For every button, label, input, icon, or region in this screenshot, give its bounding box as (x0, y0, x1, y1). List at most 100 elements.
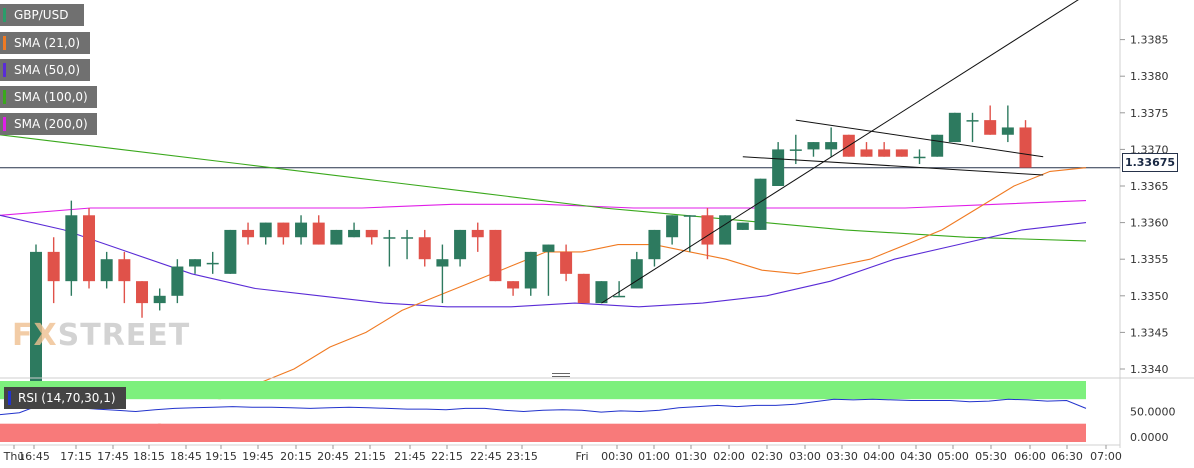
candle-body (1001, 127, 1014, 135)
candle-body (153, 295, 166, 304)
candle-body (206, 262, 219, 265)
legend-label: SMA (200,0) (14, 117, 88, 131)
x-tick-label: 05:30 (975, 450, 1007, 463)
candle-body (507, 281, 520, 289)
candle-body (30, 251, 42, 406)
x-tick-label: 04:30 (900, 450, 932, 463)
legend-label: GBP/USD (14, 8, 69, 22)
candle-body (595, 281, 608, 304)
x-tick-label: 02:00 (713, 450, 745, 463)
candle-body (613, 295, 626, 298)
x-tick-label: 02:30 (751, 450, 783, 463)
candle-body (65, 215, 78, 282)
candle-body (471, 229, 484, 238)
candle-body (542, 244, 555, 252)
candle-body (825, 142, 838, 150)
legend-swatch (3, 8, 6, 22)
candle-body (807, 142, 820, 150)
x-tick-label: 19:45 (242, 450, 274, 463)
sma-200-line (0, 200, 1087, 216)
candle-body (630, 259, 643, 289)
candle-body (83, 215, 96, 282)
legend-swatch (3, 36, 6, 50)
candle-body (224, 229, 237, 274)
legend-item-sma-100[interactable]: SMA (100,0) (0, 86, 97, 108)
sma-100-line (0, 134, 1087, 242)
candle-body (860, 149, 873, 157)
y-tick-label: 1.3375 (1130, 107, 1169, 120)
candle-body (931, 134, 944, 157)
main-pane-bg (0, 0, 1120, 373)
x-tick-label: 03:30 (826, 450, 858, 463)
candle-body (489, 229, 502, 282)
candle-body (171, 266, 184, 296)
y-tick-label: 1.3340 (1130, 363, 1169, 376)
candle-body (666, 215, 679, 238)
legend-item-sma-50[interactable]: SMA (50,0) (0, 59, 90, 81)
candle-body (648, 229, 661, 260)
candle-body (789, 149, 802, 151)
x-tick-label: 01:00 (638, 450, 670, 463)
candle-body (312, 222, 325, 245)
x-tick-label: 23:15 (506, 450, 538, 463)
candle-body (189, 259, 202, 267)
last-price-tag: 1.33675 (1122, 153, 1178, 172)
sma-21-line (149, 167, 1087, 429)
x-tick-label: 05:00 (937, 450, 969, 463)
legend-item-sma-21[interactable]: SMA (21,0) (0, 32, 90, 54)
candle-body (383, 237, 396, 239)
x-tick-label: 19:15 (205, 450, 237, 463)
trendline (795, 119, 1044, 158)
rsi-overbought-zone (0, 381, 1086, 400)
x-tick-label: 20:45 (317, 450, 349, 463)
x-tick-label: Fri (575, 450, 588, 463)
candle-body (365, 229, 378, 238)
pane-resize-handle[interactable] (552, 373, 570, 379)
trendline (742, 156, 1044, 176)
x-tick-label: 21:15 (354, 450, 386, 463)
x-tick-label: 04:00 (863, 450, 895, 463)
y-tick-label: 1.3355 (1130, 253, 1169, 266)
candle-body (348, 229, 361, 238)
trendline (601, 0, 1079, 304)
candle-body (683, 215, 696, 217)
y-tick-label: 1.3350 (1130, 290, 1169, 303)
legend-item-gbpusd[interactable]: GBP/USD (0, 4, 84, 26)
x-tick-label: 18:15 (133, 450, 165, 463)
candle-body (701, 215, 714, 245)
candle-body (754, 178, 767, 230)
legend-item-sma-200[interactable]: SMA (200,0) (0, 113, 97, 135)
legend-label: SMA (100,0) (14, 90, 88, 104)
x-tick-label: 17:15 (60, 450, 92, 463)
x-tick-label: 20:15 (280, 450, 312, 463)
legend-swatch (3, 90, 6, 104)
candle-body (772, 149, 785, 186)
legend-swatch (3, 63, 6, 77)
x-tick-label: 06:00 (1014, 450, 1046, 463)
rsi-neutral-zone (0, 399, 1086, 424)
x-tick-label: 01:30 (675, 450, 707, 463)
rsi-tick-label: 50.0000 (1130, 406, 1176, 419)
candle-body (330, 229, 343, 245)
candle-body (136, 281, 149, 304)
legend-swatch (3, 117, 6, 131)
candle-body (524, 251, 537, 289)
candle-body (401, 237, 414, 239)
candle-body (1019, 127, 1032, 168)
rsi-tick-label: 0.0000 (1130, 431, 1169, 444)
candle-body (577, 273, 590, 304)
x-tick-label: 18:45 (170, 450, 202, 463)
candle-body (560, 251, 573, 274)
candle-body (100, 259, 113, 282)
y-tick-label: 1.3360 (1130, 217, 1169, 230)
x-tick-label: 17:45 (97, 450, 129, 463)
x-tick-label: 16:45 (18, 450, 50, 463)
rsi-legend[interactable]: RSI (14,70,30,1) (4, 387, 126, 409)
y-tick-label: 1.3365 (1130, 180, 1169, 193)
candle-body (736, 222, 749, 230)
candle-body (277, 222, 290, 238)
candle-body (47, 251, 60, 282)
candle-body (418, 237, 431, 260)
legend-swatch (8, 391, 11, 405)
